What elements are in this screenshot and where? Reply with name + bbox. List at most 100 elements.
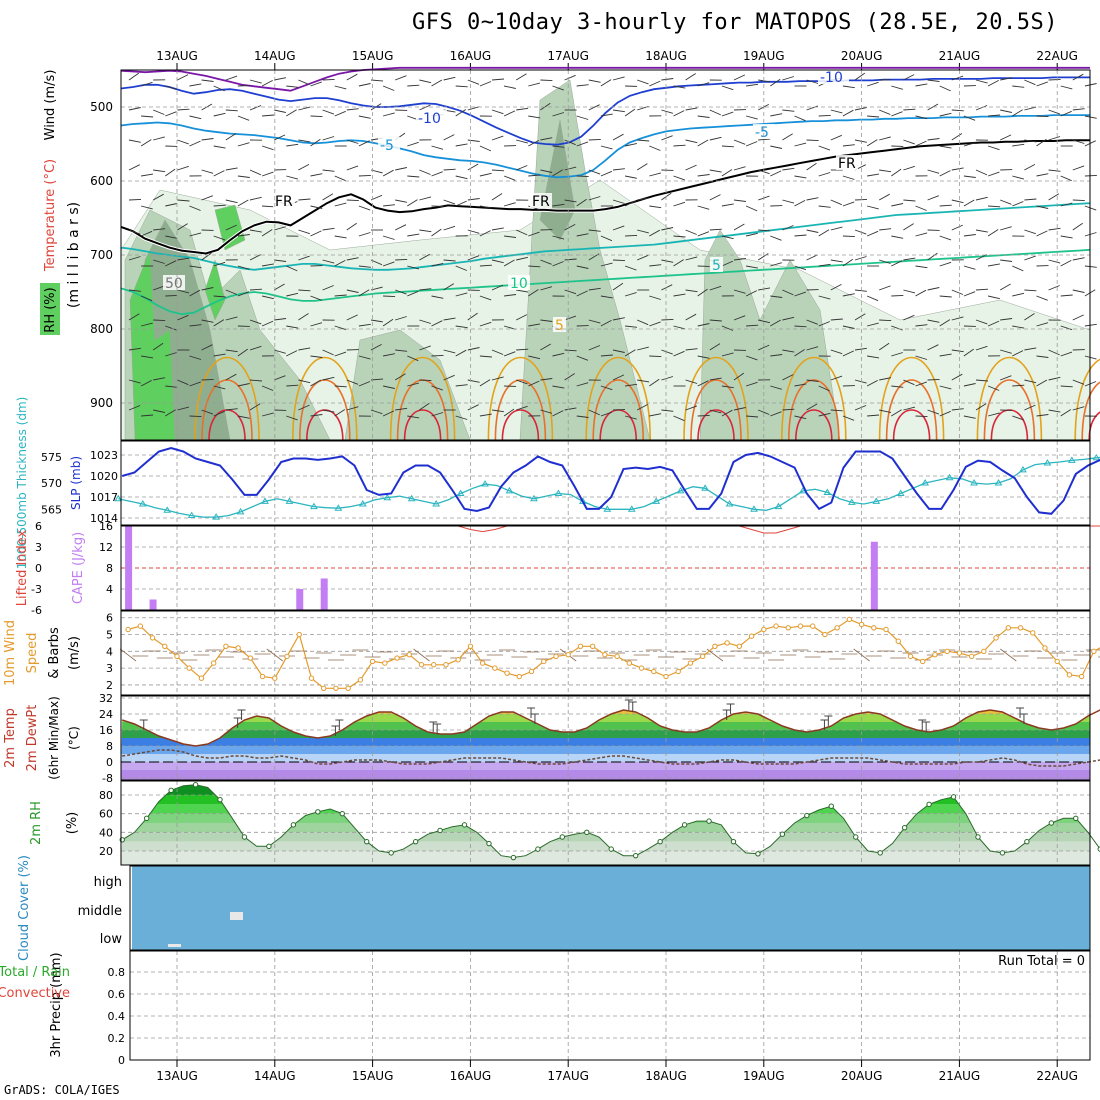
wind-barb [249,229,262,233]
wind-barb [939,145,952,149]
wind-barb [1072,108,1085,111]
rh-marker [1073,815,1079,822]
wind-barb [709,169,722,173]
wind-barb [1036,173,1049,177]
wind-barb [177,199,190,202]
wind-barb [165,260,177,267]
date-label-top: 21AUG [939,49,981,63]
wind-barb [1060,409,1072,417]
wind-barb [879,377,892,381]
wind-barb [842,144,855,147]
date-label-bottom: 15AUG [352,1069,394,1083]
wind-barb [334,260,346,267]
rh-band [121,841,1090,851]
wind-barb [515,73,527,81]
wind-barb [382,318,394,327]
wind-barb [999,283,1011,291]
cloud-level-label: middle [78,904,122,919]
wind-barb [419,288,432,291]
wind-barb [612,259,626,262]
wind-barb [346,139,359,144]
wind-barb [358,83,371,87]
ylabel-precip: 3hr Precip (mm) [49,952,64,1057]
wind-barb [697,205,710,210]
wind-barb [854,72,866,81]
wind-barb [612,168,625,171]
wind-barb [1072,289,1085,293]
wind-barb [636,163,648,171]
wind-barb [661,409,674,412]
wind-barb [600,411,613,417]
wind-barb [625,383,638,387]
wind-barb [963,291,976,297]
wind-barb [491,349,504,355]
wind-barb [407,355,419,362]
rh-marker [192,782,199,788]
contour-label: 5 [555,318,564,334]
wind-barb [939,112,952,117]
wind-barb [382,235,395,240]
wind-barb [745,381,758,387]
wind-barb [939,85,951,92]
wind-barb [455,265,467,271]
wind-barb [879,228,892,231]
wind-barb [334,110,346,117]
wind-barb [419,104,431,111]
ylabel-rh: RH (%) [43,287,58,332]
wind-barb [891,294,904,297]
wind-barb [1072,222,1083,231]
wind-barb [1036,355,1049,358]
wind-speed-marker [858,621,865,628]
wind-barb [794,265,807,271]
wind-barb [528,140,540,147]
wind-barb [891,325,903,331]
wind-barb [165,409,176,417]
wind-speed-marker [761,626,767,633]
wind-barb [576,415,589,418]
wind-speed-marker [259,673,266,680]
wind-barb [504,294,517,297]
wind-barb [794,349,805,357]
wind-speed-marker [1078,673,1085,680]
wind-barb [334,85,347,90]
wind-barb [721,385,734,389]
wind-barb [237,115,250,121]
wind-barb [140,205,153,210]
wind-barb [189,83,202,87]
rh-marker [535,846,541,852]
wind-barb [165,294,178,297]
wind-barb [794,142,807,147]
panel-frame-slp [120,440,1091,526]
wind-barb [262,205,275,208]
wind-barb [431,171,443,177]
wind-barb [721,85,734,91]
wind-barb [903,379,915,386]
thickness-marker [1092,453,1100,461]
wind-barb [1060,175,1072,182]
wind-barb [298,313,309,321]
wind-barb [1024,379,1037,384]
wind-barb [915,265,928,269]
wind-barb [770,113,783,117]
wind-tick-label: 2 [106,679,113,692]
wind-speed-marker [296,631,302,638]
wind-barb [987,295,1000,300]
wind-barb [806,403,818,411]
wind-barb [1000,199,1012,205]
wind-barb [1060,110,1072,117]
wind-barb [782,349,795,353]
contour-label-bg [163,275,185,290]
wind-speed-marker [516,673,522,680]
wind-barb [866,205,879,210]
ylabel-wind: Wind (m/s) [43,70,58,141]
isotherm-warm [885,379,938,441]
wind-speed-marker [528,668,535,675]
wind-barb [540,378,553,381]
wind-barb [479,230,491,237]
wind-barb [661,259,674,263]
wind-barb [649,321,661,327]
wind-speed-marker [149,635,156,641]
isotherm-warm [781,356,847,441]
contour-label: -5 [380,138,394,154]
wind-barb [588,196,601,201]
